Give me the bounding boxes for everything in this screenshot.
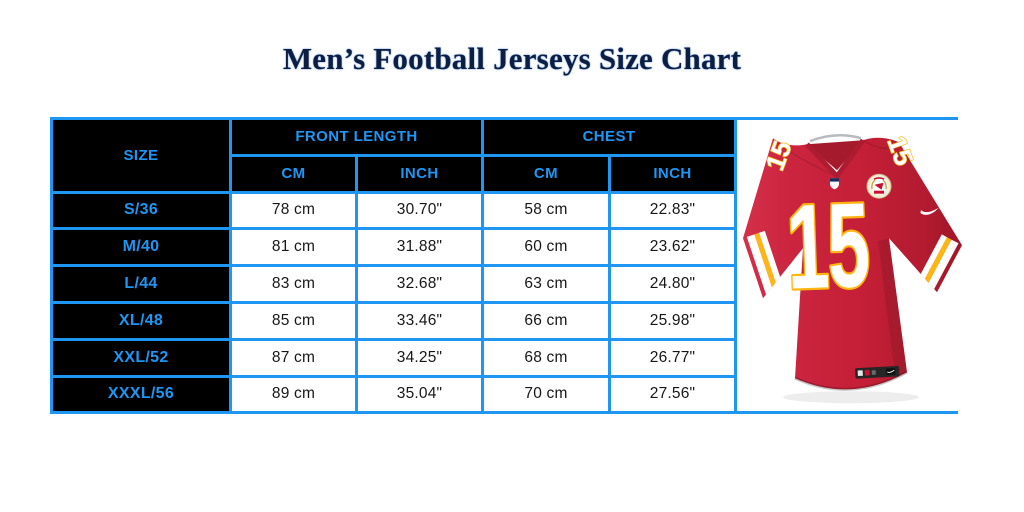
collar-band <box>805 138 866 179</box>
chiefs-patch-icon <box>866 173 892 199</box>
size-cell: XL/48 <box>53 303 229 338</box>
value-cell: 70 cm <box>484 377 608 412</box>
value-cell: 27.56" <box>611 377 734 412</box>
value-cell: 87 cm <box>232 340 355 375</box>
value-cell: 26.77" <box>611 340 734 375</box>
nike-swoosh-icon <box>920 207 939 215</box>
value-cell: 35.04" <box>358 377 481 412</box>
value-cell: 32.68" <box>358 267 481 301</box>
sleeve-stripes <box>746 230 959 297</box>
value-cell: 89 cm <box>232 377 355 412</box>
hem-shading <box>794 370 908 391</box>
value-cell: 81 cm <box>232 230 355 265</box>
jersey-body <box>743 137 962 390</box>
side-mesh-shading <box>878 238 907 376</box>
chest-number: 15 <box>784 178 870 315</box>
value-cell: 34.25" <box>358 340 481 375</box>
value-cell: 24.80" <box>611 267 734 301</box>
header-size: SIZE <box>53 120 229 191</box>
value-cell: 58 cm <box>484 193 608 228</box>
value-cell: 85 cm <box>232 303 355 338</box>
nfl-shield-icon <box>830 178 839 190</box>
jersey-photo: 15 15 15 <box>737 120 970 412</box>
value-cell: 60 cm <box>484 230 608 265</box>
subheader-front-cm: CM <box>232 156 355 191</box>
value-cell: 25.98" <box>611 303 734 338</box>
subheader-chest-inch: INCH <box>611 156 734 191</box>
value-cell: 31.88" <box>358 230 481 265</box>
value-cell: 33.46" <box>358 303 481 338</box>
value-cell: 68 cm <box>484 340 608 375</box>
value-cell: 22.83" <box>611 193 734 228</box>
subheader-front-inch: INCH <box>358 156 481 191</box>
jersey-illustration: 15 15 15 <box>743 131 962 404</box>
size-cell: XXXL/56 <box>53 377 229 412</box>
size-cell: S/36 <box>53 193 229 228</box>
collar-back-trim <box>809 134 862 143</box>
size-cell: XXL/52 <box>53 340 229 375</box>
jersey-shadow <box>783 391 919 404</box>
value-cell: 78 cm <box>232 193 355 228</box>
size-cell: L/44 <box>53 267 229 301</box>
value-cell: 23.62" <box>611 230 734 265</box>
value-cell: 66 cm <box>484 303 608 338</box>
header-chest: CHEST <box>484 120 734 154</box>
value-cell: 30.70" <box>358 193 481 228</box>
page-title: Men’s Football Jerseys Size Chart <box>282 41 742 76</box>
collar-back <box>807 140 863 171</box>
value-cell: 63 cm <box>484 267 608 301</box>
subheader-chest-cm: CM <box>484 156 608 191</box>
jock-tag <box>855 365 900 379</box>
size-chart-table: SIZE FRONT LENGTH CHEST <box>50 117 970 415</box>
header-front-length: FRONT LENGTH <box>232 120 481 154</box>
size-cell: M/40 <box>53 230 229 265</box>
value-cell: 83 cm <box>232 267 355 301</box>
